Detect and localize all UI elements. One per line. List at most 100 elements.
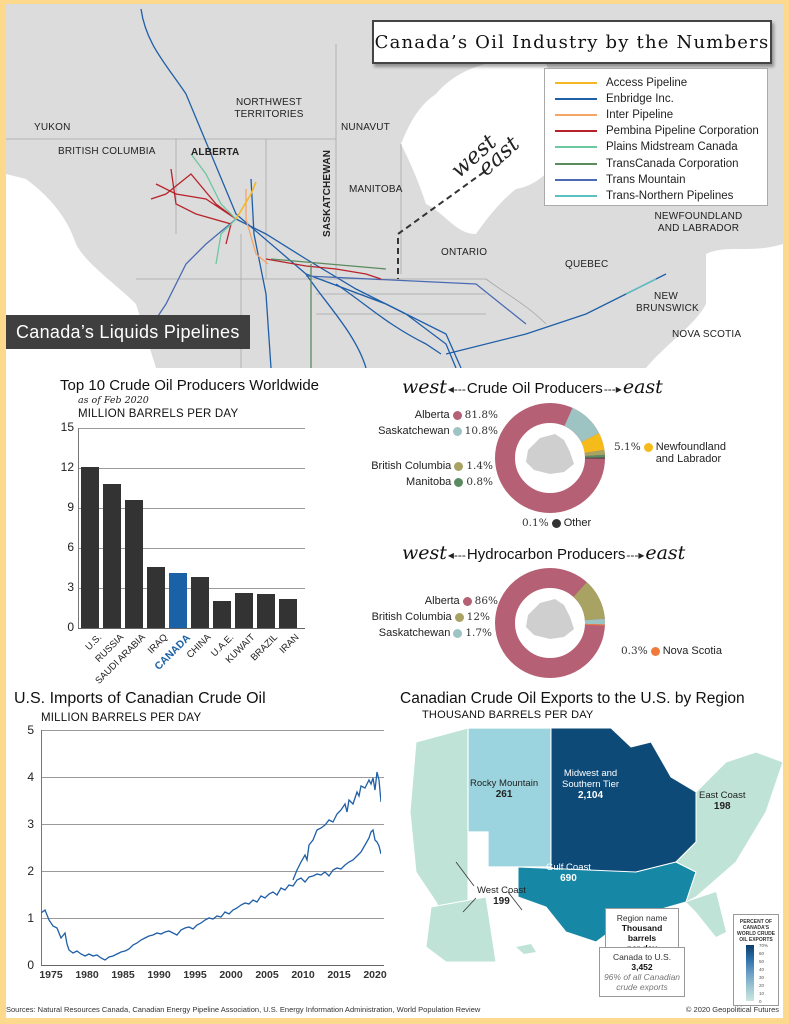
x-tick: 2005 xyxy=(255,969,279,981)
legend-label: Trans-Northern Pipelines xyxy=(606,189,734,202)
province-label-new-brunswick: NEW BRUNSWICK xyxy=(636,291,699,314)
legend-label: Plains Midstream Canada xyxy=(606,141,738,154)
legend-label: Inter Pipeline xyxy=(606,109,674,122)
total-note: crude exports xyxy=(616,982,668,992)
legend-item: Access Pipeline xyxy=(555,75,767,91)
canada-total-box: Canada to U.S. 3,452 96% of all Canadian… xyxy=(599,947,685,997)
west-label: west xyxy=(402,376,447,398)
legend-label: Pembina Pipeline Corporation xyxy=(606,125,759,138)
legend-item: Inter Pipeline xyxy=(555,107,767,123)
donut-title-label: Crude Oil Producers xyxy=(466,380,603,397)
label-pct: 86% xyxy=(474,595,498,607)
legend-item: TransCanada Corporation xyxy=(555,155,767,171)
scale-tick: 70% xyxy=(759,943,769,948)
legend-swatch xyxy=(555,146,597,149)
swatch-dot xyxy=(454,612,464,622)
gridline xyxy=(78,468,305,469)
crude-label-manitoba: Manitoba 0.8% xyxy=(406,476,493,488)
label-pct: 12% xyxy=(466,611,490,623)
region-value: 690 xyxy=(560,873,577,884)
label-name: British Columbia xyxy=(371,460,452,472)
legend-label: Trans Mountain xyxy=(606,173,686,186)
hydro-label-alberta: Alberta 86% xyxy=(425,595,498,607)
swatch-dot xyxy=(650,646,660,656)
legend-swatch xyxy=(555,194,597,197)
east-label: east xyxy=(622,376,663,398)
x-tick: 1985 xyxy=(111,969,135,981)
swatch-dot xyxy=(643,443,653,452)
y-tick: 4 xyxy=(27,770,34,784)
us-map-unit: THOUSAND BARRELS PER DAY xyxy=(422,709,594,721)
region-value: 198 xyxy=(713,801,731,812)
y-tick: 15 xyxy=(60,420,74,434)
pipeline-map: YUKON NORTHWEST TERRITORIES NUNAVUT BRIT… xyxy=(6,4,783,368)
gridline xyxy=(41,777,384,778)
swatch-dot xyxy=(454,477,464,487)
scale-tick: 40 xyxy=(759,967,765,972)
region-name: West Coast xyxy=(477,885,526,896)
y-tick: 3 xyxy=(27,817,34,831)
legend-swatch xyxy=(555,82,597,85)
crude-label-other: 0.1% Other xyxy=(522,517,591,529)
hydro-donut xyxy=(495,568,605,678)
us-region-map-graphic xyxy=(409,727,783,962)
label-name: Manitoba xyxy=(406,476,452,488)
province-label-quebec: QUEBEC xyxy=(565,259,609,270)
page-title: Canada’s Oil Industry by the Numbers xyxy=(372,20,772,64)
y-axis xyxy=(78,428,79,628)
line-chart-title: U.S. Imports of Canadian Crude Oil xyxy=(14,690,266,707)
swatch-dot xyxy=(462,596,472,606)
scale-title: PERCENT OF CANADA'S WORLD CRUDE OIL EXPO… xyxy=(734,919,778,943)
bar-russia xyxy=(103,484,121,628)
bar-chart-unit: MILLION BARRELS PER DAY xyxy=(78,408,239,420)
swatch-dot xyxy=(454,461,464,471)
bar-kuwait xyxy=(235,593,253,628)
imports-line xyxy=(41,771,381,961)
key-line-bold: Thousand barrels xyxy=(621,923,663,943)
gridline xyxy=(41,730,384,731)
label-pct: 1.7% xyxy=(465,627,492,639)
province-label-ontario: ONTARIO xyxy=(441,247,488,258)
scale-title-line: OIL EXPORTS xyxy=(739,937,773,943)
bar-saudi-arabia xyxy=(125,500,143,628)
bar-brazil xyxy=(257,594,275,628)
producer-donut-charts: west ◂--- Crude Oil Producers ---▸ east … xyxy=(346,368,783,684)
bar-canada xyxy=(169,573,187,628)
crude-label-bc: British Columbia 1.4% xyxy=(371,460,493,472)
left-arrow-icon: ◂--- xyxy=(447,382,466,396)
x-tick: 1980 xyxy=(75,969,99,981)
label-name: Other xyxy=(563,517,592,529)
bar-uae xyxy=(213,600,231,628)
scale-tick: 60 xyxy=(759,951,765,956)
legend-swatch xyxy=(555,178,597,181)
province-label-newfoundland: NEWFOUNDLAND AND LABRADOR xyxy=(654,211,743,234)
hydro-label-saskatchewan: Saskatchewan 1.7% xyxy=(379,627,492,639)
x-tick: 1975 xyxy=(39,969,63,981)
region-rocky-mountain: Rocky Mountain 261 xyxy=(470,778,538,800)
legend-label: Access Pipeline xyxy=(606,77,688,90)
us-imports-line-chart: U.S. Imports of Canadian Crude Oil MILLI… xyxy=(6,684,396,984)
y-tick: 12 xyxy=(60,460,74,474)
province-label-alberta: ALBERTA xyxy=(191,147,240,158)
region-value: 199 xyxy=(493,896,510,907)
legend-label: Enbridge Inc. xyxy=(606,93,674,106)
label-pct: 81.8% xyxy=(464,409,498,421)
total-label: Canada to U.S. xyxy=(612,952,672,962)
gridline xyxy=(41,871,384,872)
x-axis xyxy=(41,965,384,966)
swatch-dot xyxy=(551,518,561,528)
scale-title-line: CANADA'S xyxy=(742,925,770,931)
legend-swatch xyxy=(555,114,597,117)
hydro-label-bc: British Columbia 12% xyxy=(372,611,490,623)
label-pct: 0.8% xyxy=(466,476,493,488)
region-name: Midwest and xyxy=(563,768,618,779)
copyright: © 2020 Geopolitical Futures xyxy=(685,1005,779,1014)
scale-title-line: WORLD CRUDE xyxy=(736,931,776,937)
x-tick: 2000 xyxy=(219,969,243,981)
us-map-title: Canadian Crude Oil Exports to the U.S. b… xyxy=(400,690,745,707)
label-name: Alberta xyxy=(414,409,450,421)
scale-tick: 20 xyxy=(759,983,765,988)
legend-item: Trans-Northern Pipelines xyxy=(555,188,767,204)
gridline xyxy=(78,428,305,429)
gridline xyxy=(78,548,305,549)
